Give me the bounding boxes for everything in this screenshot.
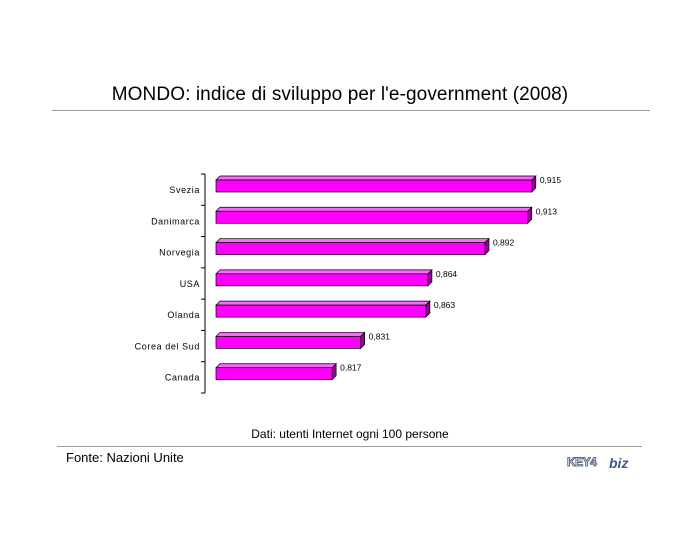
source-label: Fonte: Nazioni Unite: [66, 450, 184, 465]
logo-text-key: KEY4: [567, 455, 597, 469]
data-label: 0,892: [493, 238, 515, 248]
data-label: 0,831: [369, 331, 391, 341]
category-label: Canada: [165, 373, 200, 383]
data-label: 0,915: [540, 175, 562, 185]
bar-top-face: [215, 269, 433, 275]
bar-front-face: [215, 336, 362, 349]
bar-front-face: [215, 367, 333, 381]
chart-note: Dati: utenti Internet ogni 100 persone: [251, 427, 449, 441]
bar-top-face: [215, 332, 366, 337]
logo-text-biz: biz: [609, 455, 628, 471]
key4biz-logo: KEY4 biz: [567, 455, 629, 472]
bar-front-face: [215, 179, 533, 193]
bar-top-face: [215, 175, 537, 181]
footer-divider: [57, 446, 642, 447]
data-label: 0,864: [436, 269, 458, 279]
labels: 0,915 Svezia 0,913 Danimarca 0,892 Norvegia 0,…: [135, 175, 562, 383]
bar: [215, 269, 433, 287]
category-label: Olanda: [167, 310, 200, 320]
category-label: Danimarca: [151, 216, 200, 226]
bar-front-face: [215, 242, 486, 255]
category-axis: [201, 173, 206, 394]
bar: [215, 237, 490, 256]
bar-top-face: [215, 300, 431, 306]
bar: [215, 206, 533, 225]
title-divider: [52, 110, 650, 111]
category-label: Svezia: [169, 185, 200, 195]
category-label: Norvegia: [159, 248, 200, 258]
bar-top-face: [215, 238, 490, 243]
bar: [215, 175, 537, 193]
bar-top-face: [215, 363, 337, 369]
data-label: 0,863: [434, 300, 456, 310]
data-label: 0,817: [340, 363, 362, 373]
bar-front-face: [215, 210, 529, 224]
category-label: USA: [180, 279, 200, 289]
bar-front-face: [215, 304, 427, 318]
bars: [215, 175, 537, 381]
bar-front-face: [215, 273, 429, 287]
category-label: Corea del Sud: [135, 341, 200, 351]
bar: [215, 362, 337, 381]
chart-title: MONDO: indice di sviluppo per l'e-govern…: [111, 84, 569, 105]
data-label: 0,913: [536, 206, 558, 216]
bar: [215, 300, 431, 318]
bar-top-face: [215, 206, 533, 212]
bar: [215, 331, 366, 350]
